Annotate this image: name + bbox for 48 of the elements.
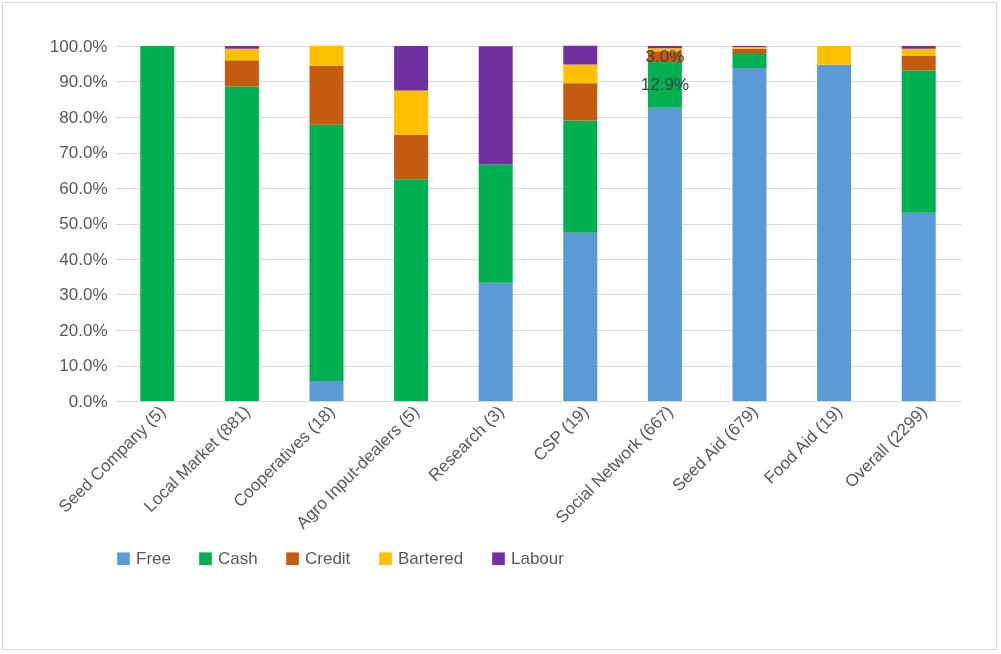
bar: [732, 53, 767, 69]
bar: [224, 46, 259, 49]
bar: [817, 46, 852, 65]
bar: [394, 134, 429, 180]
bar: [394, 179, 429, 401]
bar: [224, 86, 259, 401]
y-tick-label: 50.0%: [59, 214, 108, 233]
bar: [732, 48, 767, 54]
bar: [817, 64, 852, 401]
bar: [224, 60, 259, 87]
bar: [309, 381, 344, 401]
legend-label: Credit: [305, 548, 351, 568]
bar: [647, 107, 682, 401]
y-tick-label: 30.0%: [59, 285, 108, 304]
bar: [901, 55, 936, 71]
bar: [563, 83, 598, 121]
bar: [901, 212, 936, 401]
bar: [901, 48, 936, 56]
y-tick-label: 90.0%: [59, 72, 108, 91]
y-tick-label: 10.0%: [59, 356, 108, 375]
y-tick-label: 40.0%: [59, 249, 108, 269]
bar: [224, 48, 259, 61]
legend-label: Labour: [511, 548, 565, 568]
bar: [563, 120, 598, 233]
bar: [563, 45, 598, 65]
bar: [309, 65, 344, 125]
bar: [901, 46, 936, 49]
y-tick-label: 80.0%: [59, 107, 108, 127]
bar: [901, 70, 936, 213]
bar: [563, 232, 598, 401]
bar: [732, 68, 767, 401]
bar: [563, 64, 598, 84]
legend-label: Free: [136, 548, 171, 568]
y-tick-label: 60.0%: [59, 178, 108, 198]
bar: [478, 164, 513, 283]
bar: [309, 45, 344, 66]
bar: [394, 46, 429, 91]
bar: [478, 46, 513, 165]
legend-label: Bartered: [398, 548, 464, 568]
y-tick-label: 0.0%: [68, 391, 108, 411]
y-tick-label: 100.0%: [49, 36, 108, 56]
y-tick-label: 70.0%: [59, 143, 108, 162]
bar: [478, 282, 513, 401]
legend-label: Cash: [218, 548, 258, 568]
bar: [140, 46, 175, 401]
y-tick-label: 20.0%: [59, 320, 108, 340]
bar: [309, 124, 344, 382]
bar: [394, 90, 429, 135]
